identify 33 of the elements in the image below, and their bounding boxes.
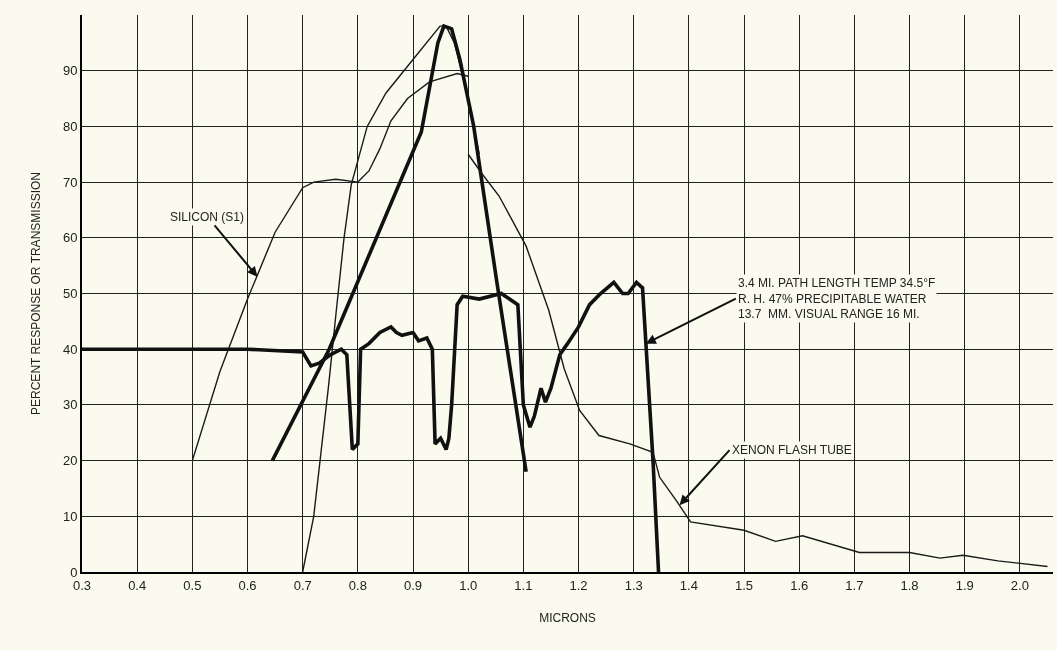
x-tick-label: 0.8 [348, 577, 367, 593]
x-tick-label: 0.5 [183, 577, 202, 593]
annotation: XENON FLASH TUBE [732, 443, 852, 457]
x-tick-label: 1.2 [569, 577, 588, 593]
y-tick-label: 10 [62, 508, 78, 524]
x-tick-label: 0.4 [128, 577, 147, 593]
x-tick-label: 0.7 [293, 577, 312, 593]
x-axis-title: MICRONS [539, 611, 596, 625]
y-tick-label: 70 [62, 174, 78, 190]
x-tick-label: 0.6 [238, 577, 257, 593]
x-tick-label: 1.4 [679, 577, 698, 593]
x-tick-label: 0.9 [403, 577, 423, 593]
x-tick-label: 1.6 [790, 577, 809, 593]
x-tick-label: 0.3 [72, 577, 92, 593]
x-tick-label: 1.9 [955, 577, 974, 593]
y-tick-label: 40 [62, 341, 78, 357]
y-tick-label: 30 [62, 397, 78, 413]
y-tick-label: 50 [62, 286, 78, 302]
y-tick-label: 0 [70, 564, 78, 580]
y-tick-label: 20 [62, 453, 78, 469]
x-tick-label: 1.0 [459, 577, 478, 593]
y-tick-label: 80 [62, 118, 78, 134]
y-tick-label: 60 [62, 230, 78, 246]
x-tick-label: 1.5 [735, 577, 754, 593]
annotation: SILICON (S1) [170, 210, 245, 224]
annotation: 3.4 MI. PATH LENGTH TEMP 34.5°F R. H. 47% PRECIPITABLE WATER 13.7 MM. VISUAL RANGE 16 MI. [738, 276, 936, 322]
y-tick-label: 90 [62, 63, 78, 79]
x-tick-label: 2.0 [1010, 577, 1029, 593]
x-tick-label: 1.7 [845, 577, 864, 593]
x-tick-label: 1.3 [624, 577, 643, 593]
x-tick-label: 1.1 [514, 577, 533, 593]
x-tick-label: 1.8 [900, 577, 919, 593]
y-axis-title: PERCENT RESPONSE OR TRANSMISSION [28, 172, 43, 415]
